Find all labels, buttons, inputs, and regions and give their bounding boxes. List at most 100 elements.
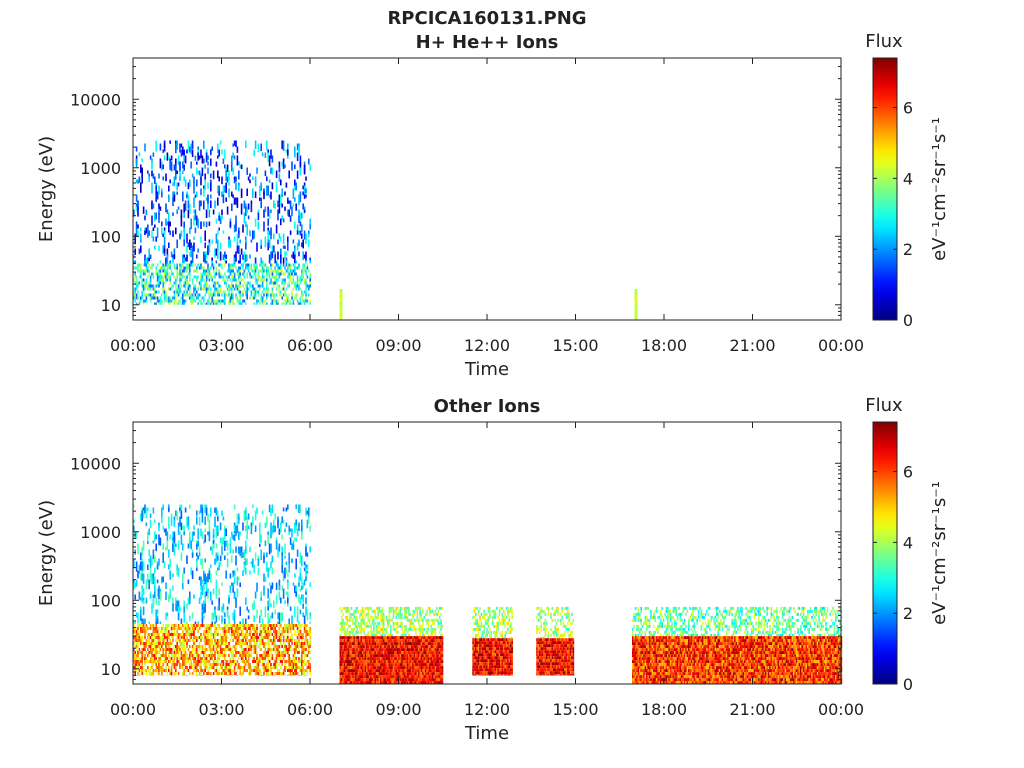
flux-cell [224, 293, 226, 297]
flux-cell [161, 302, 163, 305]
flux-cell [396, 639, 399, 643]
flux-cell [289, 215, 292, 222]
flux-cell [176, 663, 178, 666]
flux-cell [193, 648, 195, 651]
flux-cell [217, 510, 219, 521]
flux-cell [349, 663, 351, 667]
flux-cell [250, 642, 253, 645]
flux-cell [292, 666, 295, 669]
flux-cell [204, 597, 206, 609]
flux-cell [180, 143, 183, 148]
flux-cell [165, 293, 167, 297]
flux-cell [242, 266, 244, 270]
flux-cell [235, 546, 237, 553]
flux-cell [278, 173, 281, 182]
flux-cell [225, 293, 227, 297]
flux-cell [224, 630, 226, 633]
flux-cell [168, 302, 170, 305]
flux-cell [144, 504, 146, 514]
flux-cell [254, 591, 257, 599]
flux-cell [359, 675, 361, 679]
flux-cell [252, 284, 254, 288]
flux-cell [343, 636, 346, 640]
flux-cell [190, 624, 192, 627]
flux-cell [299, 660, 302, 663]
flux-cell [342, 636, 344, 640]
flux-cell [218, 299, 220, 303]
flux-cell [151, 645, 153, 648]
flux-cell [257, 636, 260, 639]
flux-cell [158, 651, 160, 654]
flux-cell [141, 669, 143, 672]
flux-cell [360, 645, 363, 649]
flux-cell [264, 263, 267, 267]
flux-cell [380, 681, 382, 684]
flux-cell [179, 645, 181, 648]
flux-cell [184, 284, 187, 288]
flux-cell [294, 266, 296, 270]
flux-cell [222, 275, 225, 279]
flux-cell [267, 657, 269, 660]
flux-cell [225, 666, 227, 669]
flux-cell [299, 588, 302, 592]
flux-cell [289, 269, 292, 273]
flux-cell [263, 636, 265, 639]
flux-cell [273, 636, 275, 639]
flux-cell [239, 582, 241, 587]
flux-cell [156, 672, 159, 675]
flux-cell [226, 627, 229, 630]
flux-cell [288, 624, 290, 627]
flux-cell [363, 660, 365, 664]
flux-cell [154, 555, 156, 563]
flux-cell [416, 636, 419, 640]
flux-cell [377, 675, 379, 679]
flux-cell [296, 242, 299, 251]
flux-cell [270, 266, 272, 270]
flux-cell [342, 663, 344, 667]
flux-cell [285, 639, 288, 642]
flux-cell [217, 287, 219, 291]
flux-cell [239, 296, 241, 300]
flux-cell [343, 669, 346, 673]
flux-cell [161, 266, 163, 270]
flux-cell [222, 672, 225, 675]
flux-cell [289, 528, 292, 532]
flux-cell [217, 185, 219, 194]
flux-cell [179, 627, 181, 630]
flux-cell [165, 624, 167, 627]
flux-cell [260, 182, 262, 191]
flux-cell [189, 663, 191, 666]
flux-cell [266, 287, 268, 291]
flux-cell [207, 299, 209, 303]
flux-cell [229, 633, 232, 636]
flux-cell [152, 660, 155, 663]
flux-cell [245, 263, 247, 267]
flux-cell [214, 248, 216, 258]
flux-cell [189, 263, 191, 267]
flux-cell [221, 582, 223, 586]
flux-cell [226, 206, 229, 215]
flux-cell [305, 507, 307, 517]
flux-cell [175, 603, 177, 611]
flux-cell [270, 263, 272, 267]
flux-cell [416, 660, 419, 664]
flux-cell [347, 654, 350, 658]
flux-cell [308, 507, 310, 517]
flux-cell [224, 185, 226, 193]
flux-cell [182, 263, 184, 267]
flux-cell [277, 651, 279, 654]
flux-cell [375, 642, 378, 646]
flux-cell [254, 642, 257, 645]
flux-cell [161, 516, 163, 524]
flux-cell [233, 645, 236, 648]
flux-cell [190, 633, 192, 636]
flux-cell [309, 657, 311, 660]
flux-cell [233, 278, 236, 282]
flux-cell [275, 654, 278, 657]
flux-cell [183, 636, 185, 639]
flux-cell [392, 681, 395, 684]
flux-cell [200, 278, 202, 282]
flux-cell [217, 645, 219, 648]
flux-cell [184, 666, 187, 669]
flux-cell [413, 651, 416, 655]
